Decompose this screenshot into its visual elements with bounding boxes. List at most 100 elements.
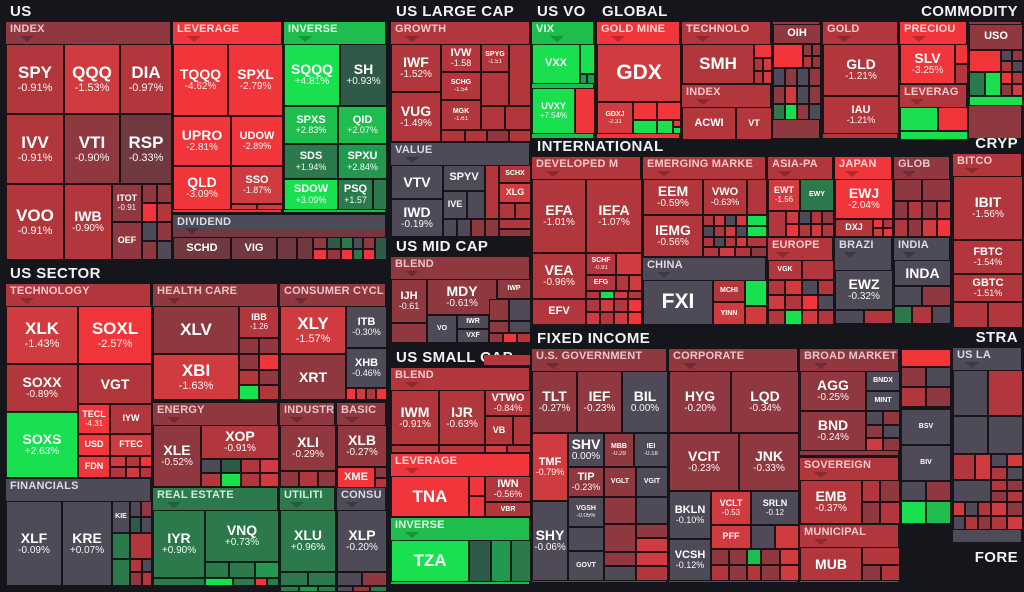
tile-bsv[interactable]: BSV xyxy=(901,409,951,445)
tile-jnk[interactable]: JNK -0.33% xyxy=(739,433,799,491)
tile-filler[interactable] xyxy=(280,572,308,586)
tile-xlp[interactable]: XLP -0.20% xyxy=(337,510,387,572)
tile-qid[interactable]: QID +2.07% xyxy=(338,106,387,144)
tile-filler[interactable] xyxy=(636,538,668,552)
tile-xlb[interactable]: XLB -0.27% xyxy=(337,425,387,467)
tile-filler[interactable] xyxy=(375,237,387,260)
tile-filler[interactable] xyxy=(985,72,1001,96)
tile-filler[interactable] xyxy=(487,130,509,142)
tile-filler[interactable] xyxy=(130,517,141,533)
tile-filler[interactable] xyxy=(736,237,747,247)
tile-tqqq[interactable]: TQQQ -4.62% xyxy=(173,44,228,116)
tile-filler[interactable] xyxy=(818,295,834,310)
tile-filler[interactable] xyxy=(157,222,172,241)
tile-filler[interactable] xyxy=(747,179,767,215)
tile-filler[interactable] xyxy=(110,456,126,467)
tile-filler[interactable] xyxy=(780,549,799,565)
tile-filler[interactable] xyxy=(862,547,900,565)
tile-vcsh[interactable]: VCSH -0.12% xyxy=(669,539,711,581)
tile-filler[interactable] xyxy=(1012,84,1023,96)
tile-filler[interactable] xyxy=(112,533,130,559)
tile-filler[interactable] xyxy=(201,473,221,487)
tile-filler[interactable] xyxy=(883,425,900,438)
tile-iwm[interactable]: IWM -0.91% xyxy=(391,390,439,445)
tile-qqq[interactable]: QQQ -1.53% xyxy=(64,44,120,114)
tile-filler[interactable] xyxy=(866,438,883,451)
tile-filler[interactable] xyxy=(157,203,172,222)
tile-filler[interactable] xyxy=(922,219,937,237)
tile-filler[interactable] xyxy=(926,501,951,524)
tile-filler[interactable] xyxy=(729,565,747,581)
tile-filler[interactable] xyxy=(633,102,657,120)
tile-ewt[interactable]: EWT -1.56 xyxy=(768,179,800,211)
tile-mchi[interactable]: MCHI xyxy=(713,280,745,302)
tile-xly[interactable]: XLY -1.57% xyxy=(280,306,346,354)
tile-mub[interactable]: MUB xyxy=(800,547,862,581)
tile-filler[interactable] xyxy=(773,86,785,104)
tile-filler[interactable] xyxy=(799,211,811,224)
tile-xlv[interactable]: XLV xyxy=(153,306,239,354)
tile-soxs[interactable]: SOXS +2.63% xyxy=(6,412,78,478)
tile-ewj[interactable]: EWJ -2.04% xyxy=(835,179,893,219)
tile-filler[interactable] xyxy=(657,102,681,120)
tile-filler[interactable] xyxy=(471,219,485,237)
tile-filler[interactable] xyxy=(754,58,763,71)
tile-kre[interactable]: KRE +0.07% xyxy=(62,501,112,586)
tile-filler[interactable] xyxy=(636,552,668,566)
tile-psq[interactable]: PSQ +1.57 xyxy=(338,179,373,210)
tile-iwr[interactable]: IWR xyxy=(457,315,489,329)
tile-filler[interactable] xyxy=(318,586,336,592)
tile-filler[interactable] xyxy=(969,72,985,96)
tile-filler[interactable] xyxy=(299,471,318,487)
tile-filler[interactable] xyxy=(803,44,812,56)
tile-filler[interactable] xyxy=(260,473,279,487)
tile-oef[interactable]: OEF xyxy=(112,222,142,260)
tile-filler[interactable] xyxy=(809,104,821,120)
tile-vt[interactable]: VT xyxy=(736,107,772,140)
tile-filler[interactable] xyxy=(142,222,157,241)
tile-sdow[interactable]: SDOW +3.09% xyxy=(284,179,338,210)
tile-filler[interactable] xyxy=(346,388,356,400)
tile-filler[interactable] xyxy=(719,247,735,257)
tile-filler[interactable] xyxy=(785,86,797,104)
tile-filler[interactable] xyxy=(1007,491,1023,502)
tile-filler[interactable] xyxy=(130,559,142,572)
tile-filler[interactable] xyxy=(802,295,818,310)
tile-filler[interactable] xyxy=(803,56,812,68)
tile-filler[interactable] xyxy=(509,299,531,321)
tile-filler[interactable] xyxy=(937,219,951,237)
tile-fxi[interactable]: FXI xyxy=(643,280,713,325)
tile-filler[interactable] xyxy=(259,338,279,354)
tile-filler[interactable] xyxy=(280,471,299,487)
tile-filler[interactable] xyxy=(201,459,221,473)
tile-filler[interactable] xyxy=(862,480,880,502)
tile-filler[interactable] xyxy=(267,578,279,586)
tile-filler[interactable] xyxy=(587,74,595,84)
tile-ijr[interactable]: IJR -0.63% xyxy=(439,390,485,445)
tile-filler[interactable] xyxy=(883,219,893,228)
tile-filler[interactable] xyxy=(239,354,259,370)
tile-filler[interactable] xyxy=(873,228,883,237)
tile-schf[interactable]: SCHF -0.91 xyxy=(586,253,616,275)
tile-ewy[interactable]: EWY xyxy=(800,179,834,211)
tile-filler[interactable] xyxy=(703,237,714,247)
tile-sqqq[interactable]: SQQQ +4.81% xyxy=(284,44,340,106)
tile-iwd[interactable]: IWD -0.19% xyxy=(391,199,443,237)
tile-filler[interactable] xyxy=(768,295,785,310)
tile-vgt[interactable]: VGT xyxy=(78,364,152,404)
tile-upro[interactable]: UPRO -2.81% xyxy=(173,116,231,166)
tile-vug[interactable]: VUG -1.49% xyxy=(391,92,441,142)
tile-filler[interactable] xyxy=(489,333,503,343)
tile-vcit[interactable]: VCIT -0.23% xyxy=(669,433,739,491)
tile-filler[interactable] xyxy=(763,58,772,71)
tile-filler[interactable] xyxy=(353,249,363,260)
tile-filler[interactable] xyxy=(955,64,968,84)
tile-filler[interactable] xyxy=(761,565,780,581)
tile-filler[interactable] xyxy=(457,219,471,237)
tile-filler[interactable] xyxy=(633,120,657,134)
tile-filler[interactable] xyxy=(515,203,531,219)
tile-filler[interactable] xyxy=(1007,516,1023,530)
tile-filler[interactable] xyxy=(785,68,797,86)
tile-filler[interactable] xyxy=(260,459,279,473)
tile-shv[interactable]: SHV 0.00% xyxy=(568,433,604,467)
